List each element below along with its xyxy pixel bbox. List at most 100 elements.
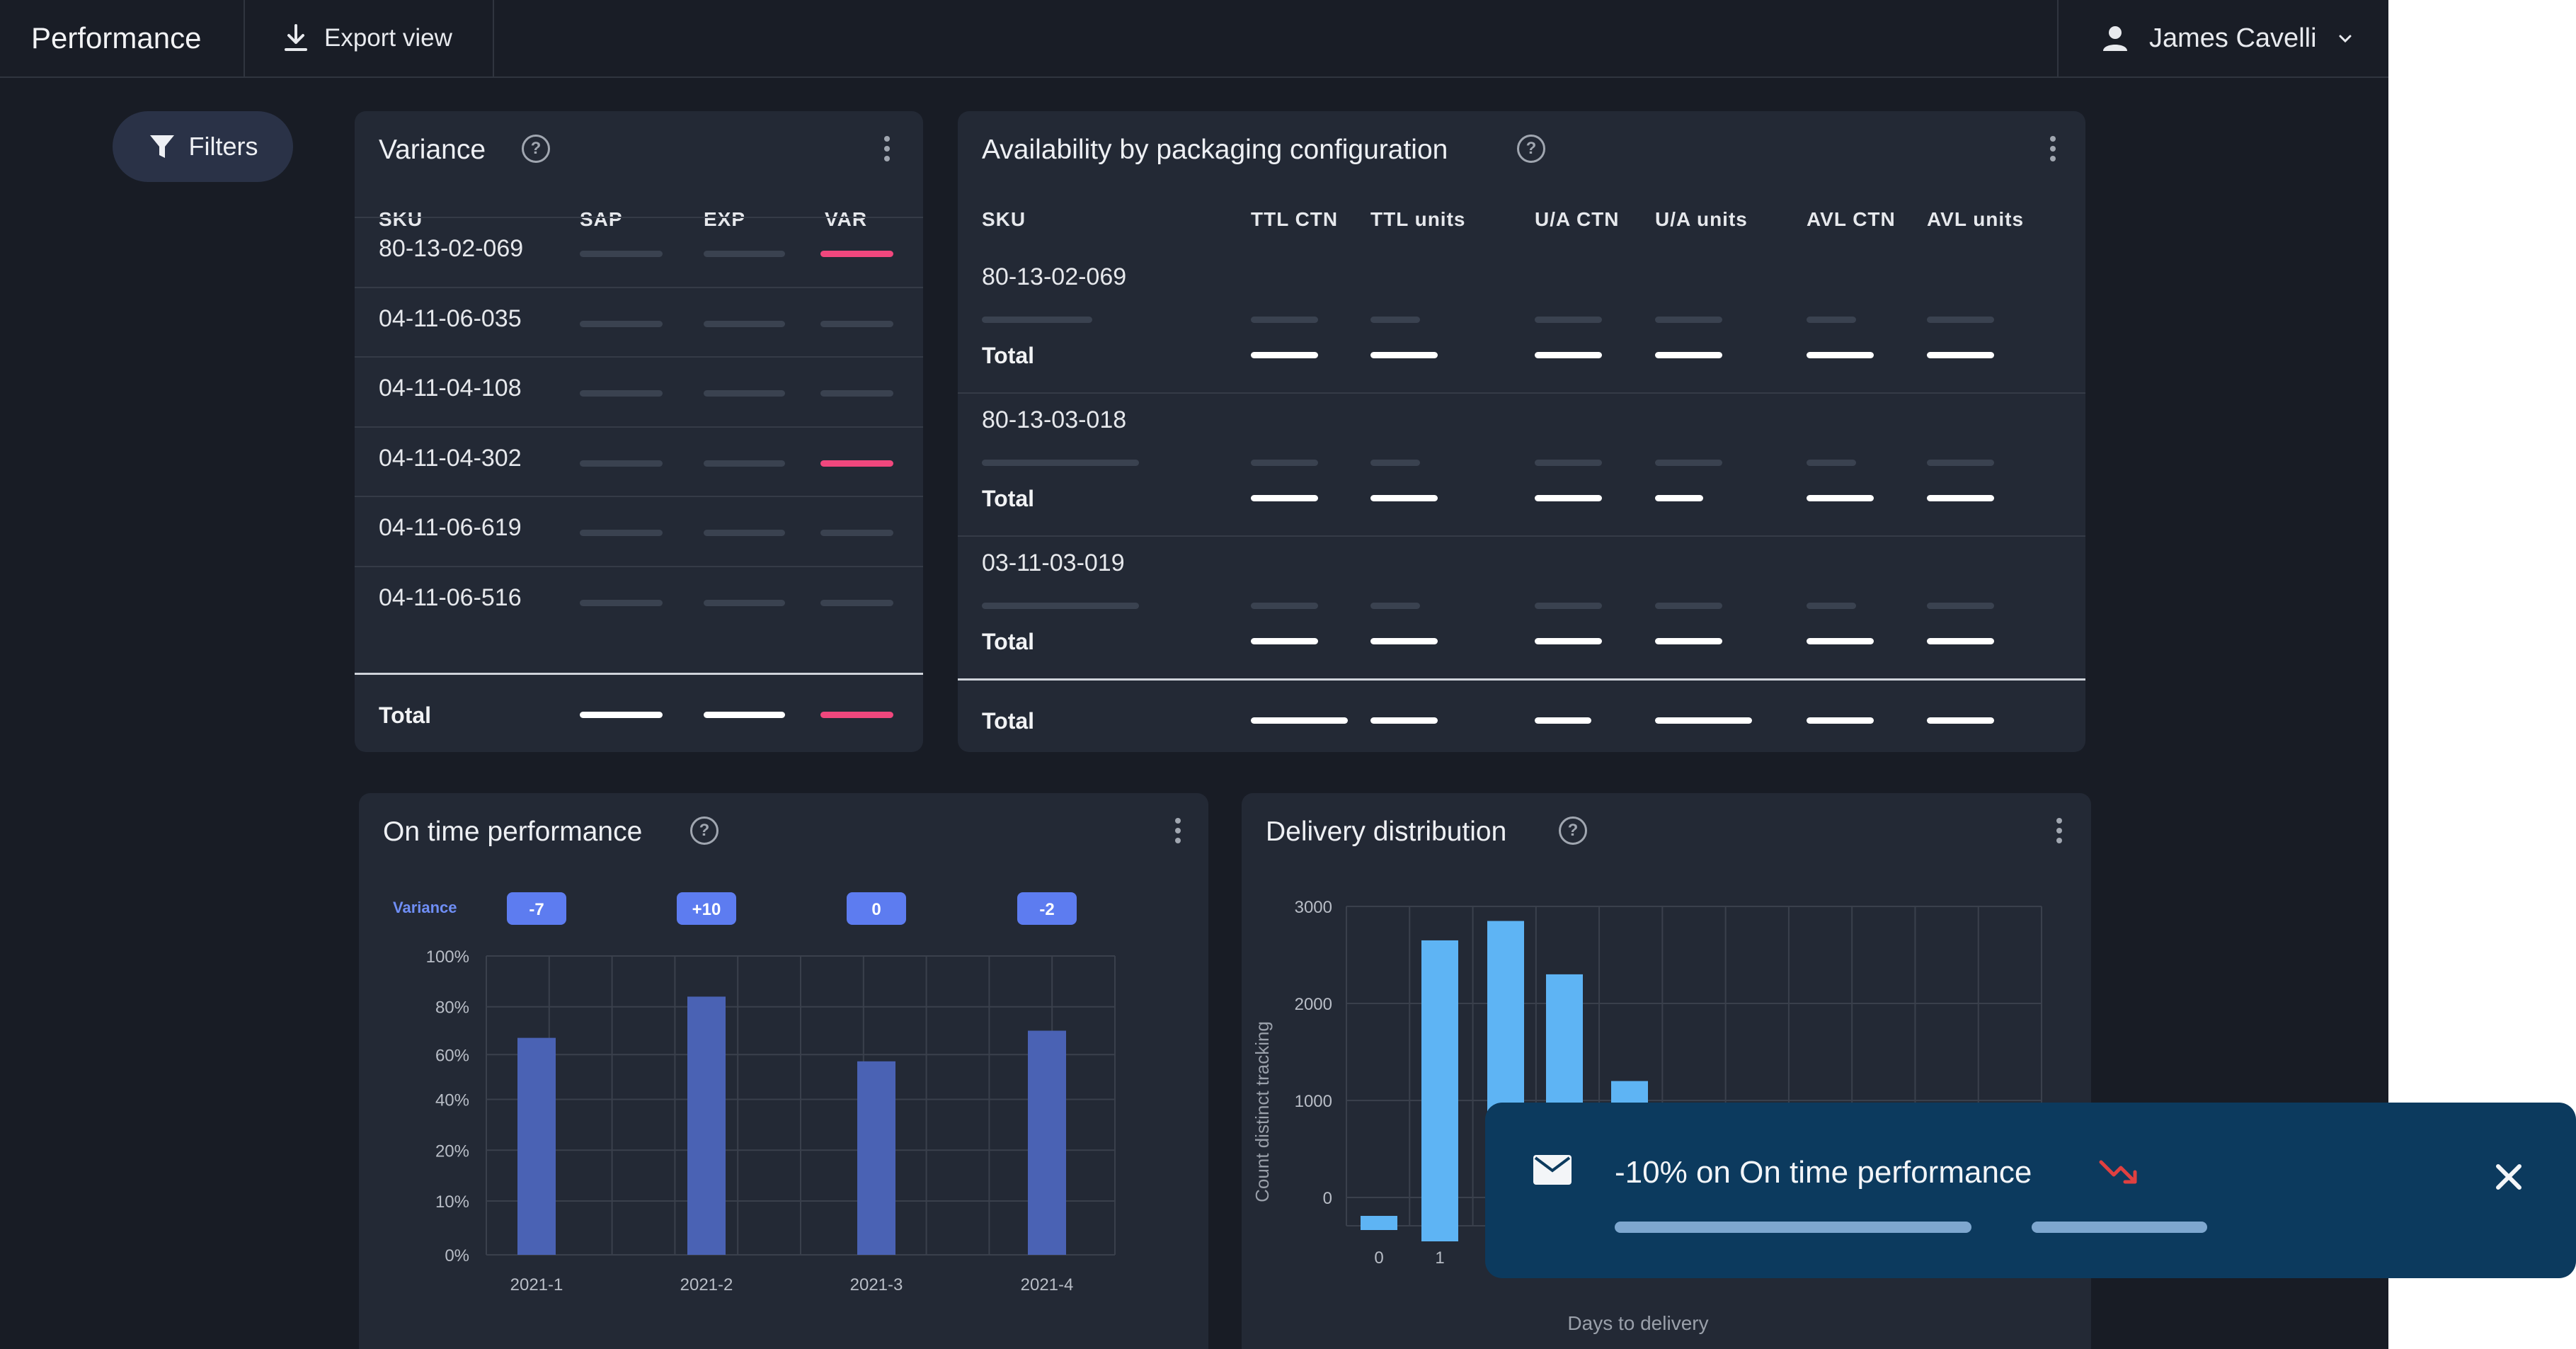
row-divider [355,286,923,288]
total-bar [1370,352,1438,358]
variance-card: Variance ? SKU SAP EXP VAR 80-13-02-069 0… [355,111,923,752]
total-bar [1655,352,1722,358]
divider [355,673,923,675]
help-icon[interactable]: ? [1559,816,1587,845]
row-divider [355,356,923,358]
total-label: Total [379,702,432,728]
y-tick-label: 0 [1323,1189,1332,1208]
x-tick-label: 0 [1374,1248,1383,1268]
chart-bar [1361,1216,1397,1230]
y-tick-label: 3000 [1295,898,1332,917]
divider [958,678,2085,681]
group-divider [958,535,2085,537]
kebab-icon[interactable] [1174,818,1181,846]
var-indicator [820,530,893,536]
card-title: On time performance [383,816,643,847]
column-header: TTL CTN [1251,208,1339,230]
total-bar [1535,495,1602,501]
y-axis-label: Count distinct tracking [1252,1021,1273,1202]
sku-cell: 80-13-02-069 [379,235,524,262]
grand-total-bar [1807,717,1874,724]
app-window: Performance Export view James Cavelli [0,0,2388,1349]
total-bar [1927,495,1994,501]
filters-label: Filters [188,132,258,161]
cell-placeholder [1807,317,1856,323]
column-header: EXP [704,208,746,230]
sku-cell: 03-11-03-019 [982,550,1125,576]
total-var-bar [820,712,893,718]
row-divider [355,496,923,497]
sku-cell: 80-13-03-018 [982,406,1127,433]
sku-cell: 04-11-06-619 [379,514,522,541]
close-icon[interactable] [2491,1159,2526,1195]
total-bar [1251,495,1318,501]
total-bar [1807,352,1874,358]
y-tick-label: 2000 [1295,995,1332,1014]
filter-icon [149,135,174,158]
x-tick-label: 2021-1 [510,1275,563,1294]
on-time-card: On time performance ? 0% 10% 20% 40% 60% 80% 1… [359,793,1208,1349]
kebab-icon[interactable] [2049,136,2056,164]
y-tick-label: 40% [435,1091,469,1110]
total-label: Total [982,486,1035,511]
total-bar [1807,495,1874,501]
cell-placeholder [1927,317,1994,323]
sku-cell: 04-11-04-108 [379,375,522,402]
cell-placeholder [1370,317,1420,323]
progress-bar [1615,1222,1971,1233]
help-icon[interactable]: ? [522,135,550,163]
mail-icon [1533,1155,1572,1185]
var-indicator [820,390,893,397]
page-title: Performance [31,21,202,55]
sap-placeholder [580,460,663,467]
y-tick-label: 100% [426,947,469,967]
on-time-chart: 0% 10% 20% 40% 60% 80% 100% Variance 2021-1 -7 202… [393,892,1116,1294]
download-icon [285,24,307,51]
total-bar [1535,638,1602,644]
variance-label: Variance [393,899,457,916]
export-view-button[interactable]: Export view [282,16,452,61]
user-menu[interactable]: James Cavelli [2101,16,2354,61]
divider [2057,0,2059,76]
exp-placeholder [704,251,785,257]
divider [244,0,245,76]
exp-placeholder [704,460,785,467]
total-bar [1251,638,1318,644]
sku-cell: 04-11-04-302 [379,444,522,472]
help-icon[interactable]: ? [1517,135,1545,163]
sap-placeholder [580,530,663,536]
exp-placeholder [704,599,785,606]
grand-total-bar [1655,717,1752,724]
var-indicator [820,251,893,257]
filters-button[interactable]: Filters [113,111,293,182]
total-sap-bar [580,712,663,718]
trend-down-icon [2099,1160,2137,1184]
cell-placeholder [1655,460,1722,466]
cell-placeholder [1535,603,1602,609]
y-tick-label: 10% [435,1193,469,1212]
variance-badge-label: -2 [1039,900,1054,919]
kebab-icon[interactable] [2056,818,2063,846]
cell-placeholder [1807,460,1856,466]
kebab-icon[interactable] [883,136,891,164]
notification-toast[interactable]: -10% on On time performance [1485,1103,2576,1278]
column-header: SKU [379,208,423,230]
cell-placeholder [1927,460,1994,466]
total-bar [1370,495,1438,501]
divider [493,0,494,76]
column-header: AVL units [1927,208,2025,230]
cell-placeholder [1807,603,1856,609]
column-header: TTL units [1370,208,1466,230]
cell-placeholder [1655,317,1722,323]
user-name: James Cavelli [2149,23,2317,53]
y-tick-label: 60% [435,1046,469,1065]
y-tick-label: 20% [435,1142,469,1161]
chart-bar [517,1037,556,1255]
cell-placeholder [1251,460,1318,466]
row-divider [355,426,923,428]
cell-placeholder [1370,603,1420,609]
cell-placeholder [1251,603,1318,609]
help-icon[interactable]: ? [690,816,719,845]
total-bar [1927,352,1994,358]
grand-total-bar [1370,717,1438,724]
